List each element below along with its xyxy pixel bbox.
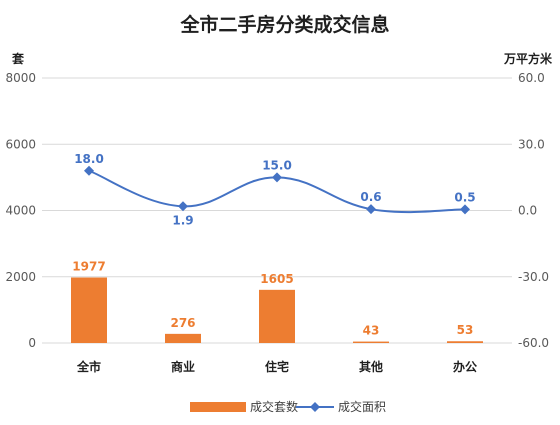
line-point-marker: [460, 204, 470, 215]
right-axis-ticks: -60.0 -30.0 0.0 30.0 60.0: [518, 71, 549, 350]
left-axis-ticks: 0 2000 4000 6000 8000: [5, 71, 36, 350]
legend-marker-line: [310, 402, 320, 412]
category-label: 商业: [171, 359, 195, 374]
legend-label-line: 成交面积: [338, 399, 386, 414]
line-series: [84, 165, 470, 215]
left-axis-tick-label: 8000: [5, 71, 36, 85]
left-axis-tick-label: 0: [28, 336, 36, 350]
line-data-label: 0.6: [360, 190, 381, 204]
line-point-marker: [366, 204, 376, 215]
line-data-label: 0.5: [454, 190, 475, 204]
bar-data-labels: 1977 276 1605 43 53: [72, 260, 473, 338]
bar-data-label: 1605: [260, 272, 293, 286]
line-point-marker: [272, 172, 282, 183]
bar: [353, 341, 389, 343]
bar: [447, 341, 483, 343]
left-axis-tick-label: 6000: [5, 137, 36, 151]
bar-data-label: 43: [363, 324, 380, 338]
category-label: 办公: [453, 359, 477, 374]
category-label: 其他: [359, 359, 383, 374]
line-point-marker: [178, 201, 188, 212]
gridlines: [42, 77, 512, 344]
line-data-label: 1.9: [172, 213, 193, 227]
line-data-labels: 18.0 1.9 15.0 0.6 0.5: [74, 152, 475, 228]
left-axis-unit: 套: [11, 51, 25, 66]
left-axis-tick-label: 4000: [5, 204, 36, 218]
right-axis-tick-label: 30.0: [518, 137, 545, 151]
left-axis-tick-label: 2000: [5, 270, 36, 284]
bar-series: [71, 277, 483, 343]
right-axis-tick-label: 60.0: [518, 71, 545, 85]
bar: [259, 289, 295, 343]
bar: [165, 333, 201, 343]
line-point-marker: [84, 165, 94, 176]
bar-data-label: 1977: [72, 260, 105, 274]
line-data-label: 15.0: [262, 158, 292, 172]
category-label: 全市: [76, 359, 101, 374]
legend-label-bars: 成交套数: [250, 399, 298, 414]
bar-data-label: 53: [457, 323, 474, 337]
legend: 成交套数 成交面积: [190, 399, 386, 414]
right-axis-tick-label: -60.0: [518, 336, 549, 350]
category-label: 住宅: [265, 359, 289, 374]
right-axis-unit: 万平方米: [503, 51, 553, 66]
right-axis-tick-label: 0.0: [518, 204, 537, 218]
bar-data-label: 276: [170, 316, 195, 330]
category-axis-labels: 全市 商业 住宅 其他 办公: [76, 359, 477, 374]
legend-swatch-bars: [190, 402, 246, 412]
right-axis-tick-label: -30.0: [518, 270, 549, 284]
line-data-label: 18.0: [74, 152, 104, 166]
bar: [71, 277, 107, 343]
chart-title: 全市二手房分类成交信息: [179, 13, 389, 36]
